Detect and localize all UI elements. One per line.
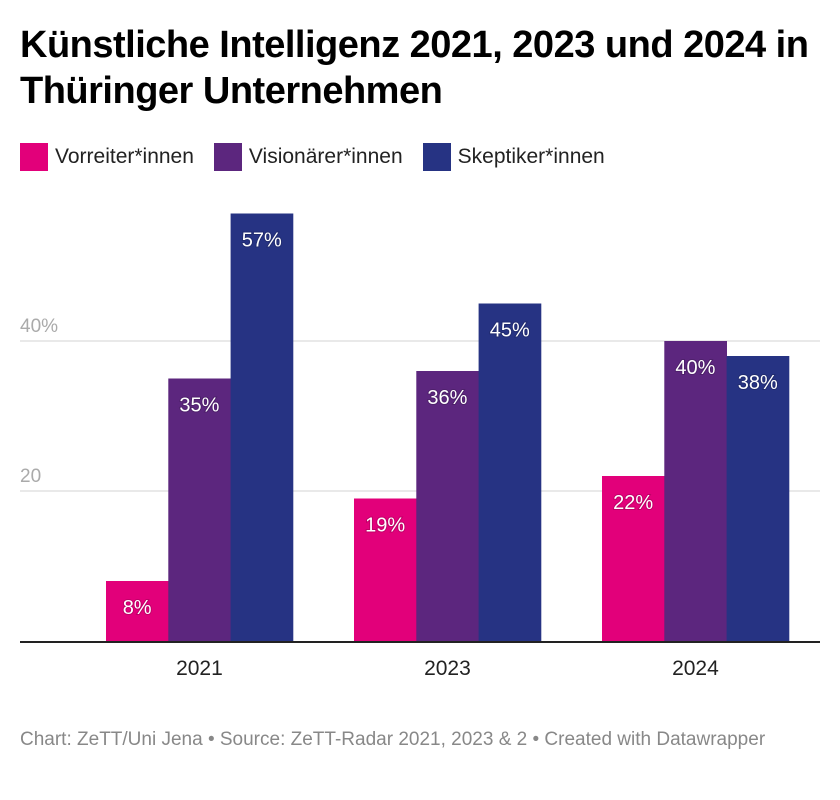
- data-label-2021-2: 57%: [242, 230, 282, 252]
- bar-2024-2: [726, 356, 790, 641]
- legend-item-visionaerer: Visionärer*innen: [213, 143, 403, 171]
- legend-item-vorreiter: Vorreiter*innen: [20, 143, 194, 171]
- x-tick-label-2023: 2023: [424, 657, 471, 680]
- data-label-2023-0: 19%: [365, 515, 405, 537]
- bar-2024-1: [664, 341, 727, 641]
- bar-2021-1: [168, 378, 231, 641]
- x-tick-label-2024: 2024: [672, 657, 719, 680]
- legend-label-skeptiker: Skeptiker*innen: [457, 145, 605, 168]
- bar-2023-1: [416, 371, 479, 641]
- bar-2023-0: [354, 498, 417, 641]
- data-label-2024-1: 40%: [675, 357, 715, 379]
- data-label-2021-1: 35%: [179, 395, 219, 417]
- bar-2023-2: [478, 303, 542, 641]
- legend-label-vorreiter: Vorreiter*innen: [55, 145, 194, 168]
- bar-2021-2: [230, 213, 294, 641]
- legend: Vorreiter*innen Visionärer*innen Skeptik…: [20, 143, 605, 171]
- x-tick-label-2021: 2021: [176, 657, 223, 680]
- data-label-2023-2: 45%: [490, 320, 530, 342]
- legend-swatch-visionaerer: [213, 143, 242, 171]
- data-label-2021-0: 8%: [123, 597, 152, 619]
- legend-swatch-skeptiker: [422, 143, 451, 171]
- data-label-2024-2: 38%: [738, 372, 778, 394]
- legend-label-visionaerer: Visionärer*innen: [248, 145, 403, 168]
- y-tick-label-40: 40%: [20, 316, 58, 337]
- bar-2024-0: [602, 476, 665, 641]
- data-label-2024-0: 22%: [613, 492, 653, 514]
- y-tick-label-20: 20: [20, 466, 41, 487]
- chart-title: Künstliche Intelligenz 2021, 2023 und 20…: [20, 24, 809, 112]
- bar-2021-0: [106, 581, 169, 641]
- chart-footer: Chart: ZeTT/Uni Jena • Source: ZeTT-Rada…: [20, 729, 766, 750]
- legend-item-skeptiker: Skeptiker*innen: [422, 143, 605, 171]
- legend-swatch-vorreiter: [20, 143, 48, 171]
- data-label-2023-1: 36%: [427, 387, 467, 409]
